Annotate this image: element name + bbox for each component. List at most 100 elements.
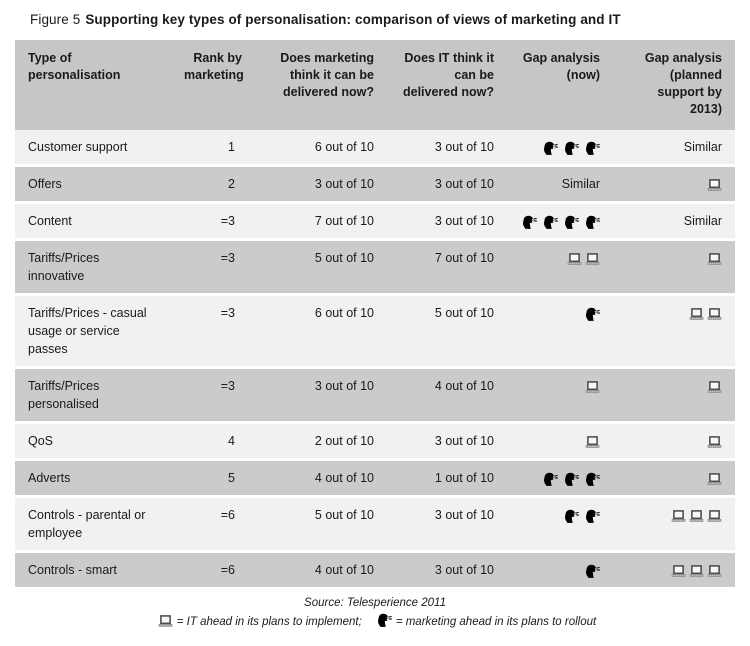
table-row: Tariffs/Prices innovative =3 5 out of 10 7 …	[15, 241, 735, 293]
cell-marketing-score: 3 out of 10	[314, 379, 374, 393]
speaking-head-icon	[542, 215, 558, 230]
speaking-head-icon	[542, 141, 558, 156]
speaking-head-icon	[563, 472, 579, 487]
cell-marketing-score: 6 out of 10	[314, 306, 374, 320]
cell-gap-now	[503, 461, 615, 495]
speaking-head-icon	[584, 509, 600, 524]
cell-rank: =6	[220, 508, 235, 522]
cell-it-score: 3 out of 10	[434, 563, 494, 577]
speaking-head-icon	[584, 472, 600, 487]
table-row: Adverts 5 4 out of 10 1 out of 10	[15, 461, 735, 495]
column-header-gap-2013: Gap analysis (planned support by 2013)	[644, 51, 722, 116]
cell-gap-2013	[615, 461, 735, 495]
cell-it-score: 3 out of 10	[434, 177, 494, 191]
cell-type: Customer support	[28, 140, 128, 154]
speaking-head-icon	[563, 141, 579, 156]
cell-gap-2013: Similar	[683, 140, 722, 154]
legend-it-text: = IT ahead in its plans to implement;	[176, 616, 362, 628]
cell-rank: 5	[228, 471, 235, 485]
cell-marketing-score: 3 out of 10	[314, 177, 374, 191]
cell-gap-2013	[615, 369, 735, 421]
cell-it-score: 3 out of 10	[434, 508, 494, 522]
speaking-head-icon	[563, 509, 579, 524]
legend: = IT ahead in its plans to implement; = m…	[0, 613, 750, 628]
column-header-type: Type of personalisation	[28, 51, 121, 82]
speaking-head-icon	[584, 141, 600, 156]
laptop-icon	[707, 565, 722, 577]
laptop-icon	[707, 473, 722, 485]
table-row: Customer support 1 6 out of 10 3 out of 10 S…	[15, 130, 735, 164]
laptop-icon	[671, 565, 686, 577]
cell-gap-now	[503, 130, 615, 164]
cell-gap-now	[503, 296, 615, 366]
laptop-icon	[585, 381, 600, 393]
cell-rank: =3	[220, 379, 235, 393]
cell-it-score: 1 out of 10	[434, 471, 494, 485]
cell-gap-2013	[615, 424, 735, 458]
cell-rank: =3	[220, 214, 235, 228]
cell-rank: 4	[228, 434, 235, 448]
table-row: Content =3 7 out of 10 3 out of 10 Similar	[15, 204, 735, 238]
cell-gap-2013	[615, 167, 735, 201]
cell-rank: =6	[220, 563, 235, 577]
laptop-icon	[707, 510, 722, 522]
cell-gap-now	[503, 424, 615, 458]
cell-gap-2013	[615, 241, 735, 293]
cell-rank: 1	[228, 140, 235, 154]
figure-number: Figure 5	[30, 12, 81, 27]
cell-type: Offers	[28, 177, 62, 191]
speaking-head-icon	[376, 613, 392, 627]
laptop-icon	[585, 436, 600, 448]
laptop-icon	[689, 510, 704, 522]
column-header-it-score: Does IT think it can be delivered now?	[403, 51, 494, 99]
figure-title-text: Supporting key types of personalisation:…	[85, 12, 621, 27]
cell-rank: =3	[220, 306, 235, 320]
table-row: Controls - parental or employee =6 5 out o…	[15, 498, 735, 550]
cell-rank: 2	[228, 177, 235, 191]
laptop-icon	[689, 308, 704, 320]
cell-type: Controls - smart	[28, 563, 117, 577]
laptop-icon	[707, 436, 722, 448]
laptop-icon	[689, 565, 704, 577]
cell-type: Content	[28, 214, 72, 228]
speaking-head-icon	[584, 307, 600, 322]
cell-type: Controls - parental or employee	[28, 508, 146, 540]
cell-gap-now	[503, 241, 615, 293]
cell-gap-2013	[615, 498, 735, 550]
table-row: Tariffs/Prices - casual usage or service…	[15, 296, 735, 366]
legend-marketing-segment: = marketing ahead in its plans to rollou…	[372, 613, 596, 628]
column-header-marketing-score: Does marketing think it can be delivered…	[280, 51, 374, 99]
cell-it-score: 4 out of 10	[434, 379, 494, 393]
cell-marketing-score: 5 out of 10	[314, 508, 374, 522]
laptop-icon	[158, 615, 173, 627]
column-header-rank: Rank by marketing	[184, 51, 244, 82]
cell-type: QoS	[28, 434, 54, 448]
table-row: QoS 4 2 out of 10 3 out of 10	[15, 424, 735, 458]
cell-gap-2013	[615, 296, 735, 366]
cell-marketing-score: 4 out of 10	[314, 471, 374, 485]
cell-marketing-score: 6 out of 10	[314, 140, 374, 154]
speaking-head-icon	[584, 564, 600, 579]
legend-it-segment: = IT ahead in its plans to implement;	[154, 615, 362, 628]
laptop-icon	[707, 381, 722, 393]
cell-marketing-score: 4 out of 10	[314, 563, 374, 577]
cell-it-score: 3 out of 10	[434, 434, 494, 448]
laptop-icon	[707, 308, 722, 320]
table-row: Tariffs/Prices personalised =3 3 out of 10…	[15, 369, 735, 421]
speaking-head-icon	[563, 215, 579, 230]
speaking-head-icon	[542, 472, 558, 487]
cell-it-score: 5 out of 10	[434, 306, 494, 320]
cell-rank: =3	[220, 251, 235, 265]
cell-it-score: 3 out of 10	[434, 214, 494, 228]
cell-type: Tariffs/Prices - casual usage or service…	[28, 306, 147, 356]
cell-marketing-score: 7 out of 10	[314, 214, 374, 228]
cell-marketing-score: 2 out of 10	[314, 434, 374, 448]
cell-type: Adverts	[28, 471, 71, 485]
cell-gap-2013: Similar	[683, 214, 722, 228]
laptop-icon	[671, 510, 686, 522]
table-header-row: Type of personalisation Rank by marketin…	[15, 40, 735, 130]
cell-marketing-score: 5 out of 10	[314, 251, 374, 265]
column-header-gap-now: Gap analysis (now)	[522, 51, 600, 82]
comparison-table: Type of personalisation Rank by marketin…	[15, 40, 735, 587]
